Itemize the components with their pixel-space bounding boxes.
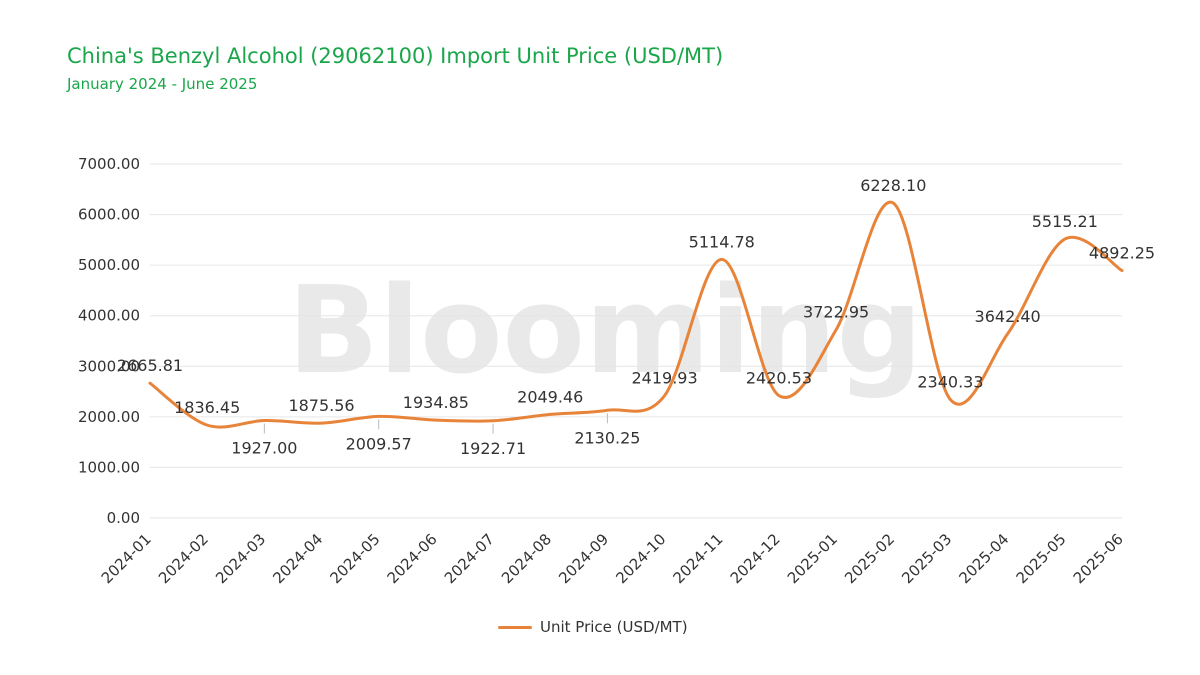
x-tick-label: 2024-11 bbox=[670, 530, 727, 587]
series-line bbox=[148, 200, 1124, 429]
data-point bbox=[1063, 237, 1067, 241]
data-label: 2420.53 bbox=[746, 369, 812, 388]
data-label: 1836.45 bbox=[174, 398, 240, 417]
data-point bbox=[148, 381, 152, 385]
x-tick-label: 2024-06 bbox=[384, 530, 441, 587]
data-label: 3722.95 bbox=[803, 303, 869, 322]
data-label: 2419.93 bbox=[632, 369, 698, 388]
x-tick-label: 2024-02 bbox=[155, 530, 212, 587]
data-label: 1934.85 bbox=[403, 393, 469, 412]
y-tick-label: 1000.00 bbox=[78, 458, 140, 476]
data-label: 1927.00 bbox=[231, 439, 297, 458]
data-label: 2049.46 bbox=[517, 387, 583, 406]
y-tick-label: 5000.00 bbox=[78, 256, 140, 274]
data-point bbox=[320, 421, 324, 425]
x-tick-label: 2025-02 bbox=[841, 530, 898, 587]
x-tick-label: 2024-07 bbox=[441, 530, 498, 587]
x-tick-label: 2025-03 bbox=[898, 530, 955, 587]
y-tick-label: 0.00 bbox=[107, 509, 140, 527]
x-tick-label: 2025-01 bbox=[784, 530, 841, 587]
y-tick-label: 4000.00 bbox=[78, 307, 140, 325]
x-tick-label: 2024-08 bbox=[498, 530, 555, 587]
data-point bbox=[834, 328, 838, 332]
data-point bbox=[434, 418, 438, 422]
data-point bbox=[948, 398, 952, 402]
x-tick-label: 2024-12 bbox=[727, 530, 784, 587]
chart-subtitle: January 2024 - June 2025 bbox=[67, 75, 258, 93]
x-tick-label: 2024-04 bbox=[269, 530, 326, 587]
x-tick-label: 2025-05 bbox=[1013, 530, 1070, 587]
data-point bbox=[891, 201, 895, 205]
y-tick-label: 2000.00 bbox=[78, 408, 140, 426]
data-point bbox=[205, 423, 209, 427]
y-tick-label: 3000.00 bbox=[78, 357, 140, 375]
data-point bbox=[777, 394, 781, 398]
watermark-text: Blooming bbox=[288, 262, 923, 401]
data-label: 3642.40 bbox=[975, 307, 1041, 326]
data-label: 1875.56 bbox=[288, 396, 354, 415]
data-point bbox=[1120, 269, 1124, 273]
data-point bbox=[663, 394, 667, 398]
data-label: 2009.57 bbox=[346, 434, 412, 453]
data-label: 4892.25 bbox=[1089, 244, 1155, 263]
x-tick-label: 2024-05 bbox=[326, 530, 383, 587]
data-label: 2665.81 bbox=[117, 356, 183, 375]
legend-swatch bbox=[498, 625, 532, 629]
y-tick-label: 7000.00 bbox=[78, 155, 140, 173]
x-tick-label: 2024-03 bbox=[212, 530, 269, 587]
data-label: 2340.33 bbox=[917, 373, 983, 392]
x-tick-label: 2025-06 bbox=[1070, 530, 1127, 587]
data-label: 5515.21 bbox=[1032, 212, 1098, 231]
legend-label: Unit Price (USD/MT) bbox=[540, 618, 688, 636]
data-label: 1922.71 bbox=[460, 439, 526, 458]
data-point bbox=[720, 257, 724, 261]
data-point bbox=[377, 414, 381, 418]
data-point bbox=[548, 412, 552, 416]
data-point bbox=[1006, 332, 1010, 336]
data-point bbox=[491, 419, 495, 423]
data-point bbox=[605, 408, 609, 412]
y-tick-label: 6000.00 bbox=[78, 206, 140, 224]
data-label: 5114.78 bbox=[689, 232, 755, 251]
data-label: 2130.25 bbox=[574, 428, 640, 447]
x-tick-label: 2024-09 bbox=[555, 530, 612, 587]
chart-title: China's Benzyl Alcohol (29062100) Import… bbox=[67, 44, 724, 68]
x-tick-label: 2024-01 bbox=[98, 530, 155, 587]
legend[interactable]: Unit Price (USD/MT) bbox=[498, 615, 688, 639]
data-label: 6228.10 bbox=[860, 176, 926, 195]
data-point bbox=[262, 419, 266, 423]
x-tick-label: 2024-10 bbox=[612, 530, 669, 587]
x-tick-label: 2025-04 bbox=[955, 530, 1012, 587]
